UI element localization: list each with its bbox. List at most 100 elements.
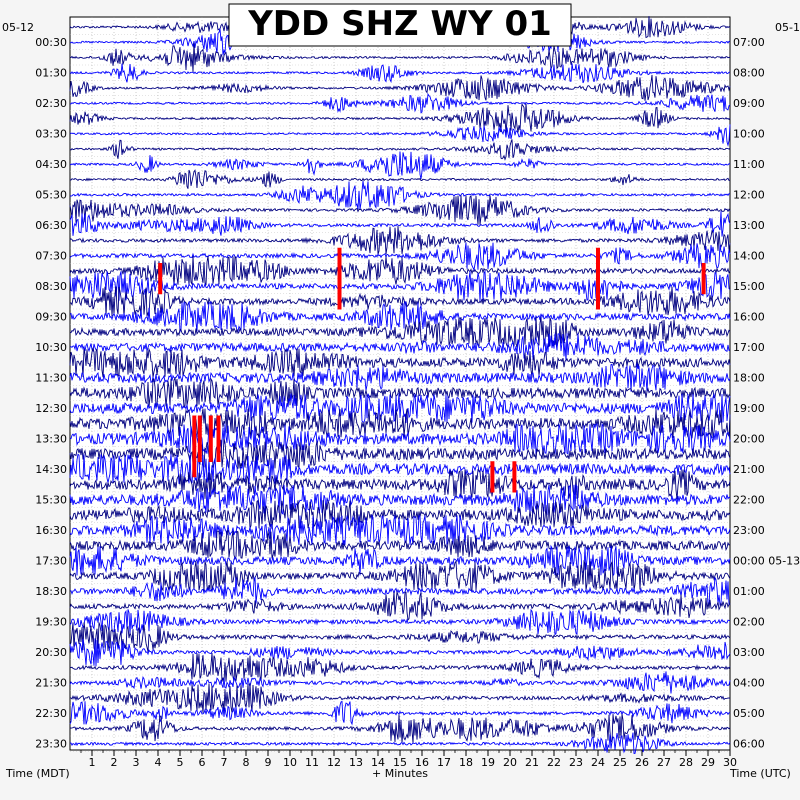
seismic-trace: [69, 671, 731, 694]
right-time-label: 15:00: [733, 280, 765, 293]
x-tick-label: 18: [459, 756, 473, 769]
left-time-label: 14:30: [35, 463, 67, 476]
left-time-label: 22:30: [35, 707, 67, 720]
x-tick-label: 5: [177, 756, 184, 769]
left-time-label: 06:30: [35, 219, 67, 232]
seismic-trace: [69, 124, 731, 147]
x-tick-label: 21: [525, 756, 539, 769]
x-tick-label: 27: [657, 756, 671, 769]
clipped-event-mark: [701, 263, 706, 295]
right-time-label: 06:00: [733, 738, 765, 751]
x-tick-label: 10: [283, 756, 297, 769]
x-tick-label: 19: [481, 756, 495, 769]
right-time-label: 21:00: [733, 463, 765, 476]
right-time-label: 20:00: [733, 433, 765, 446]
seismic-trace: [70, 576, 731, 606]
right-time-label: 19:00: [733, 402, 765, 415]
left-time-label: 10:30: [35, 341, 67, 354]
right-axis-label: Time (UTC): [729, 767, 791, 780]
right-time-label: 10:00: [733, 128, 765, 141]
seismic-trace: [69, 514, 731, 546]
left-axis-label: Time (MDT): [5, 767, 70, 780]
seismic-trace: [69, 103, 731, 133]
seismic-trace: [70, 92, 731, 114]
left-time-label: 18:30: [35, 585, 67, 598]
seismic-trace: [69, 225, 731, 255]
right-time-label: 00:00 05-13: [733, 555, 800, 568]
seismic-trace: [69, 151, 731, 179]
clipped-event-mark: [596, 247, 600, 310]
x-tick-label: 6: [199, 756, 206, 769]
seismic-trace: [69, 169, 731, 189]
x-tick-label: 23: [569, 756, 583, 769]
left-time-label: 19:30: [35, 616, 67, 629]
left-time-label: 09:30: [35, 311, 67, 324]
seismic-trace: [69, 732, 731, 754]
x-tick-label: 4: [155, 756, 162, 769]
right-time-label: 22:00: [733, 494, 765, 507]
right-time-label: 08:00: [733, 67, 765, 80]
seismic-trace: [69, 529, 731, 561]
date-left: 05-12: [2, 21, 34, 34]
right-time-label: 18:00: [733, 372, 765, 385]
right-time-label: 17:00: [733, 341, 765, 354]
right-time-label: 13:00: [733, 219, 765, 232]
x-tick-label: 28: [679, 756, 693, 769]
right-time-label: 01:00: [733, 585, 765, 598]
x-tick-label: 9: [265, 756, 272, 769]
right-time-label: 03:00: [733, 646, 765, 659]
left-time-label: 08:30: [35, 280, 67, 293]
right-time-label: 04:00: [733, 677, 765, 690]
seismic-trace: [69, 700, 731, 726]
seismic-trace: [69, 423, 731, 456]
seismic-trace: [69, 63, 731, 84]
seismic-trace: [70, 181, 731, 210]
seismic-trace: [69, 255, 731, 286]
seismic-trace: [69, 194, 731, 225]
x-tick-label: 2: [111, 756, 118, 769]
seismic-trace: [69, 317, 731, 348]
left-time-label: 07:30: [35, 250, 67, 263]
seismic-trace: [69, 608, 731, 636]
right-time-label: 02:00: [733, 616, 765, 629]
x-tick-label: 30: [723, 756, 737, 769]
clipped-event-mark: [192, 415, 197, 478]
clipped-event-mark: [490, 461, 495, 493]
left-time-label: 03:30: [35, 128, 67, 141]
left-time-label: 12:30: [35, 402, 67, 415]
clipped-event-mark: [216, 415, 221, 462]
clipped-event-mark: [337, 247, 342, 310]
x-tick-label: 13: [349, 756, 363, 769]
seismic-trace: [69, 484, 731, 516]
x-tick-label: 24: [591, 756, 605, 769]
x-tick-label: 8: [243, 756, 250, 769]
seismic-trace: [69, 363, 731, 392]
right-time-label: 16:00: [733, 311, 765, 324]
seismic-trace: [69, 652, 731, 683]
seismic-trace: [69, 42, 731, 73]
chart-title: YDD SHZ WY 01: [247, 4, 552, 44]
title-box: [228, 3, 572, 47]
x-tick-label: 7: [221, 756, 228, 769]
right-time-label: 12:00: [733, 189, 765, 202]
left-time-label: 21:30: [35, 677, 67, 690]
x-tick-label: 22: [547, 756, 561, 769]
left-time-label: 04:30: [35, 158, 67, 171]
x-tick-label: 16: [415, 756, 429, 769]
seismic-trace: [69, 544, 731, 578]
left-time-label: 11:30: [35, 372, 67, 385]
seismic-trace: [69, 211, 731, 237]
right-time-label: 11:00: [733, 158, 765, 171]
seismic-trace: [69, 376, 731, 409]
seismic-trace: [69, 408, 731, 439]
x-tick-label: 15: [393, 756, 407, 769]
x-tick-label: 11: [305, 756, 319, 769]
left-time-label: 23:30: [35, 738, 67, 751]
seismic-trace: [69, 438, 731, 470]
right-time-label: 09:00: [733, 97, 765, 110]
seismic-trace: [69, 286, 731, 317]
seismic-trace: [69, 333, 730, 362]
seismic-trace: [69, 622, 731, 652]
left-time-labels: 00:30 01:30 02:30 03:30 04:30 05:30 06:30 07:30…: [35, 36, 67, 751]
seismic-trace: [69, 591, 731, 621]
